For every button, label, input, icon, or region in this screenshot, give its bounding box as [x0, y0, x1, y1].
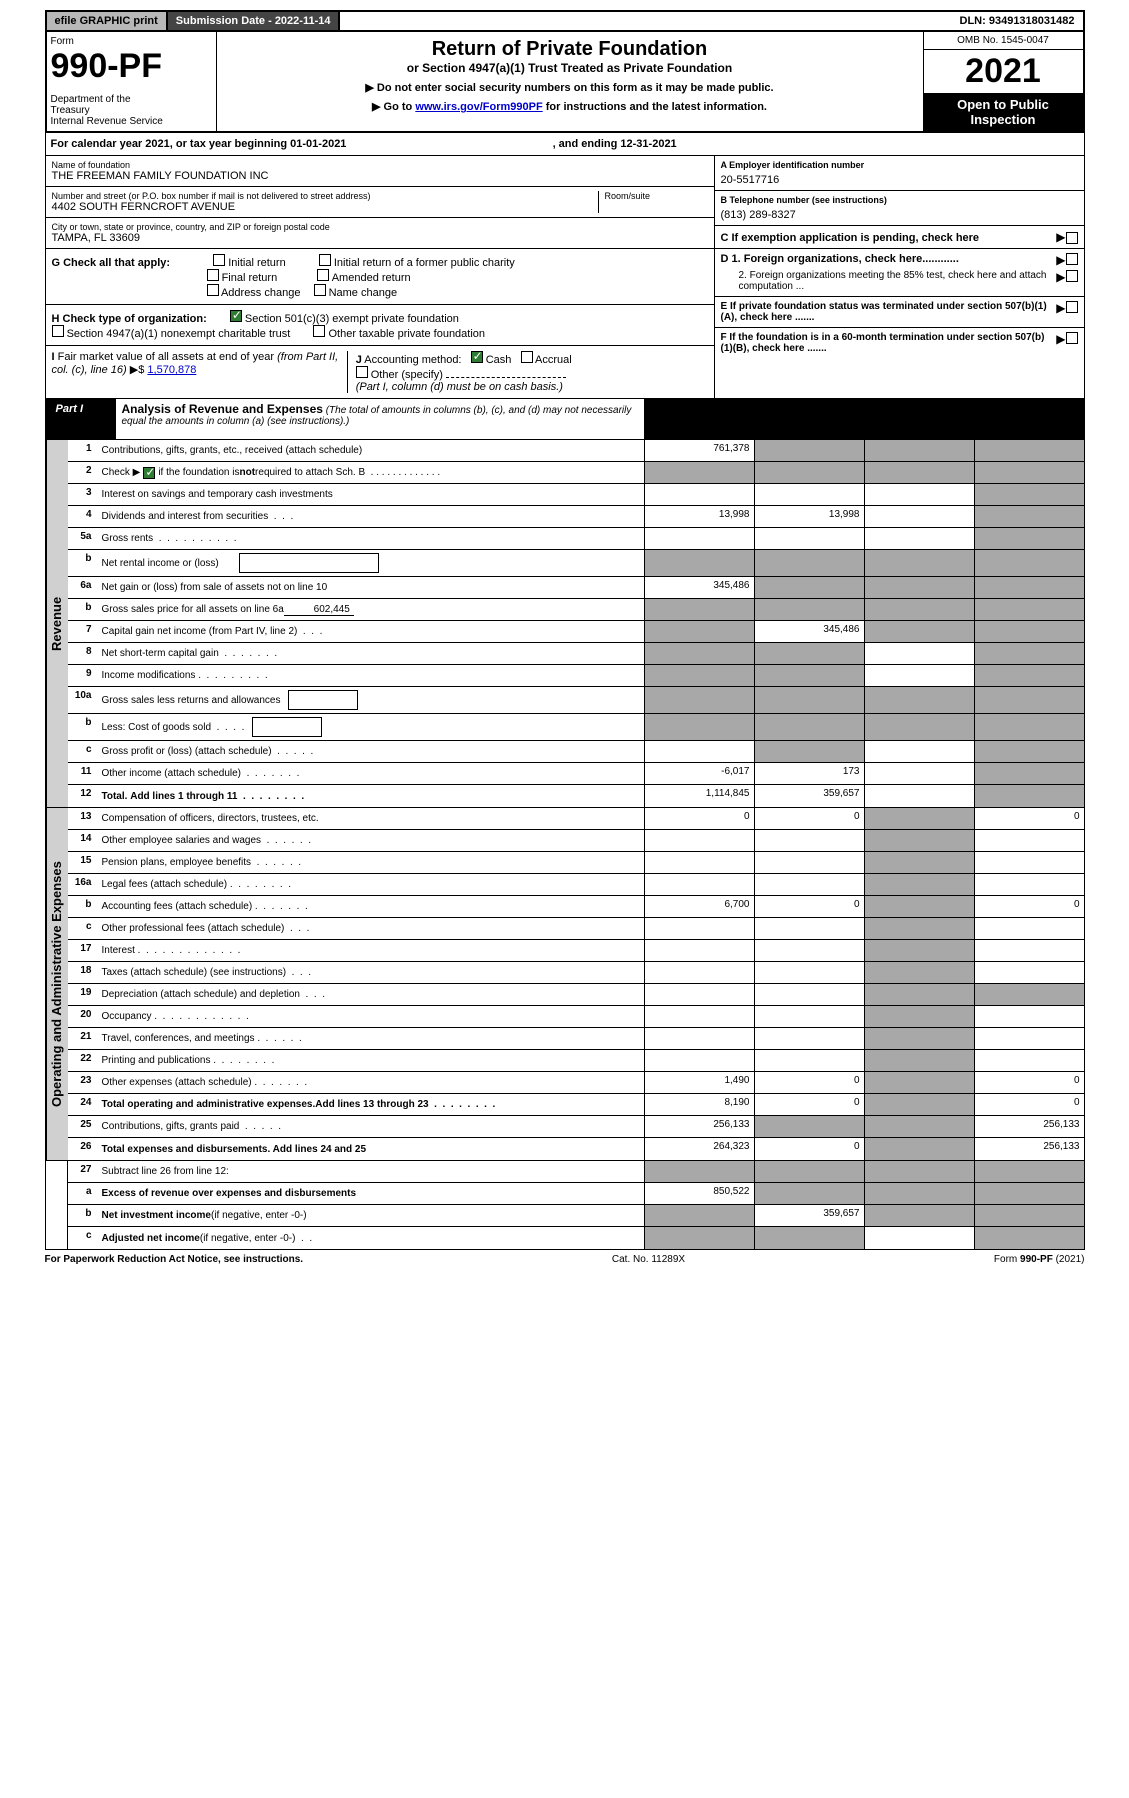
- part1-header: Part I Analysis of Revenue and Expenses …: [45, 398, 1085, 440]
- col-c: (c) Adjusted net income: [864, 399, 974, 439]
- info-block: Name of foundation THE FREEMAN FAMILY FO…: [45, 156, 1085, 398]
- page-footer: For Paperwork Reduction Act Notice, see …: [45, 1250, 1085, 1269]
- footer-left: For Paperwork Reduction Act Notice, see …: [45, 1254, 304, 1265]
- efile-label: efile GRAPHIC print: [47, 12, 168, 30]
- phone-value: (813) 289-8327: [721, 209, 1078, 221]
- footer-right: Form 990-PF (2021): [994, 1254, 1085, 1265]
- inst-2: ▶ Go to www.irs.gov/Form990PF for instru…: [223, 100, 917, 113]
- check-501c3: [230, 310, 242, 322]
- form-header: Form 990-PF Department of theTreasuryInt…: [45, 32, 1085, 133]
- name-label: Name of foundation: [52, 160, 708, 170]
- room-label: Room/suite: [605, 191, 708, 201]
- dln-label: DLN: 93491318031482: [952, 12, 1083, 30]
- dept-label: Department of theTreasuryInternal Revenu…: [51, 94, 212, 127]
- check-c: [1066, 232, 1078, 244]
- line27-table: 27Subtract line 26 from line 12: aExcess…: [45, 1161, 1085, 1250]
- form-title: Return of Private Foundation: [223, 38, 917, 61]
- omb-number: OMB No. 1545-0047: [924, 32, 1083, 50]
- fmv-link[interactable]: 1,570,878: [147, 364, 196, 376]
- form-word: Form: [51, 36, 212, 47]
- section-g: G Check all that apply: Initial return I…: [46, 249, 714, 305]
- inst-1: ▶ Do not enter social security numbers o…: [223, 81, 917, 94]
- footer-mid: Cat. No. 11289X: [612, 1254, 685, 1265]
- col-b: (b) Net investment income: [754, 399, 864, 439]
- foundation-name: THE FREEMAN FAMILY FOUNDATION INC: [52, 170, 708, 182]
- form-number: 990-PF: [51, 47, 212, 86]
- city-value: TAMPA, FL 33609: [52, 232, 708, 244]
- addr-label: Number and street (or P.O. box number if…: [52, 191, 598, 201]
- top-bar: efile GRAPHIC print Submission Date - 20…: [45, 10, 1085, 32]
- street-address: 4402 SOUTH FERNCROFT AVENUE: [52, 201, 598, 213]
- calendar-year-row: For calendar year 2021, or tax year begi…: [45, 133, 1085, 156]
- form-link[interactable]: www.irs.gov/Form990PF: [415, 101, 542, 113]
- col-a: (a) Revenue and expenses per books: [644, 399, 754, 439]
- revenue-sidelabel: Revenue: [46, 440, 68, 807]
- tax-year: 2021: [924, 50, 1083, 93]
- inspection-badge: Open to Public Inspection: [924, 93, 1083, 131]
- ein-value: 20-5517716: [721, 174, 1078, 186]
- section-h: H Check type of organization: Section 50…: [46, 305, 714, 346]
- expenses-sidelabel: Operating and Administrative Expenses: [46, 808, 68, 1160]
- city-label: City or town, state or province, country…: [52, 222, 708, 232]
- expenses-table: Operating and Administrative Expenses 13…: [45, 808, 1085, 1161]
- phone-label: B Telephone number (see instructions): [721, 195, 1078, 205]
- col-d: (d) Disbursements for charitable purpose…: [974, 399, 1084, 439]
- form-subtitle: or Section 4947(a)(1) Trust Treated as P…: [223, 61, 917, 75]
- check-cash: [471, 351, 483, 363]
- ein-label: A Employer identification number: [721, 160, 1078, 170]
- revenue-table: Revenue 1Contributions, gifts, grants, e…: [45, 440, 1085, 808]
- submission-date: Submission Date - 2022-11-14: [168, 12, 341, 30]
- section-ij: I Fair market value of all assets at end…: [46, 346, 714, 398]
- part1-tag: Part I: [46, 399, 116, 439]
